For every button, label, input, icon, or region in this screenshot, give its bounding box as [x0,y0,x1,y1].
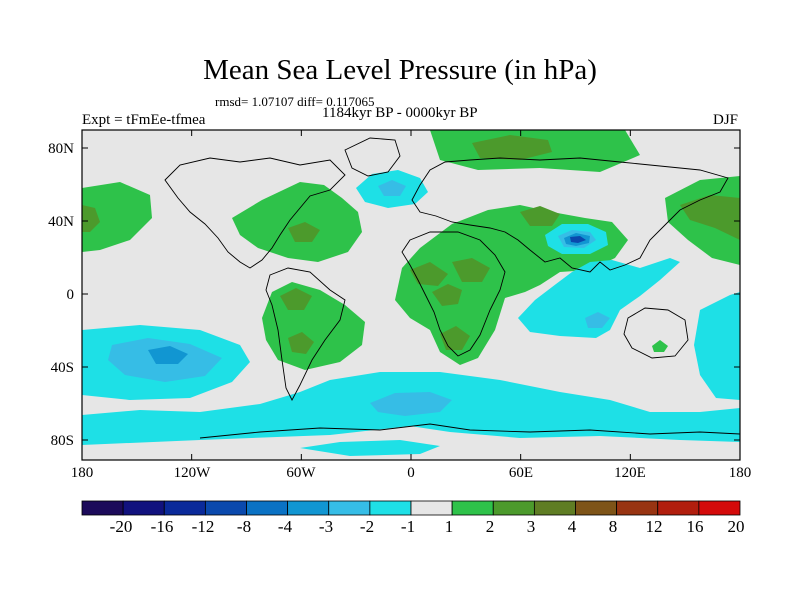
colorbar-box [533,500,576,516]
colorbar-label: 1 [444,517,454,536]
colorbar-label: 12 [645,517,663,536]
stats-label: rmsd= 1.07107 diff= 0.117065 [215,94,375,109]
x-tick-0: 0 [407,465,415,481]
colorbar-box [81,500,124,516]
positive-medium-arctic [472,135,552,160]
colorbar-label: -1 [400,517,416,536]
colorbar-label: -8 [236,517,252,536]
x-tick-60w: 60W [286,465,316,481]
coast-australia [623,307,689,359]
colorbar-label: 2 [485,517,495,536]
colorbar-label: 20 [727,517,745,536]
colorbar-label: -16 [150,517,174,536]
colorbar-label: -4 [277,517,293,536]
period-label: 1184kyr BP - 0000kyr BP [322,105,478,121]
negative-strong-south-pacific [148,346,188,364]
y-tick-40n: 40N [48,214,74,230]
colorbar-label: -12 [191,517,215,536]
positive-medium-south-america [280,288,312,310]
positive-medium-north-america [288,222,320,242]
season-label: DJF [713,112,739,128]
coastlines [164,137,740,439]
coast-greenland [344,137,401,177]
positive-medium-central-africa [432,284,462,306]
coast-africa [401,231,506,357]
positive-medium-argentina [288,332,314,354]
y-tick-40s: 40S [50,360,74,376]
positive-medium-north-africa [452,258,490,282]
colorbar [81,500,741,516]
coast-antarctica [199,423,740,439]
colorbar-box [204,500,247,516]
negative-medium-southern-ocean [370,392,452,416]
colorbar-box [657,500,700,516]
positive-region-north-america [232,182,362,262]
negative-region-south-pacific-east [694,292,740,400]
colorbar-box [369,500,412,516]
negative-region-indian-ocean [518,258,680,338]
colorbar-label: 16 [686,517,704,536]
negative-deep-tibet [570,236,586,243]
colorbar-box [246,500,289,516]
y-tick-0: 0 [66,287,75,303]
colorbar-label: -3 [318,517,334,536]
coast-north-america [164,157,346,269]
positive-medium-sahara [410,262,448,286]
colorbar-box [575,500,618,516]
y-tick-80n: 80N [48,141,74,157]
x-tick-180-east: 180 [728,465,752,481]
colorbar-label: 8 [608,517,618,536]
colorbar-box [698,500,741,516]
colorbar-box [328,500,371,516]
colorbar-label: 3 [526,517,536,536]
pressure-field [82,130,740,460]
positive-region-north-pacific-east [82,182,152,252]
colorbar-box [410,500,453,516]
colorbar-label: -2 [359,517,375,536]
x-tick-180-west: 180 [70,465,94,481]
colorbar-box [492,500,535,516]
colorbar-box [616,500,659,516]
axis-ticks [81,130,741,460]
colorbar-label: -20 [109,517,133,536]
colorbar-box [122,500,165,516]
chart-title: Mean Sea Level Pressure (in hPa) [203,54,597,86]
colorbar-label: 4 [567,517,577,536]
coast-eurasia [411,157,729,273]
x-tick-120w: 120W [173,465,211,481]
negative-region-antarctica [300,440,440,456]
negative-medium-north-atlantic [378,180,406,196]
colorbar-box [287,500,330,516]
colorbar-box [451,500,494,516]
positive-medium-north-pacific-east [82,205,100,232]
positive-medium-arabia [520,206,560,226]
colorbar-box [163,500,206,516]
experiment-label: Expt = tFmEe-tfmea [82,112,206,128]
y-tick-80s: 80S [50,433,74,449]
positive-medium-north-pacific-west [680,195,740,240]
positive-region-australia-small [652,340,668,352]
negative-medium-indian-ocean [585,312,610,328]
coast-south-america [265,267,346,401]
x-tick-60e: 60E [508,465,534,481]
x-tick-120e: 120E [614,465,646,481]
